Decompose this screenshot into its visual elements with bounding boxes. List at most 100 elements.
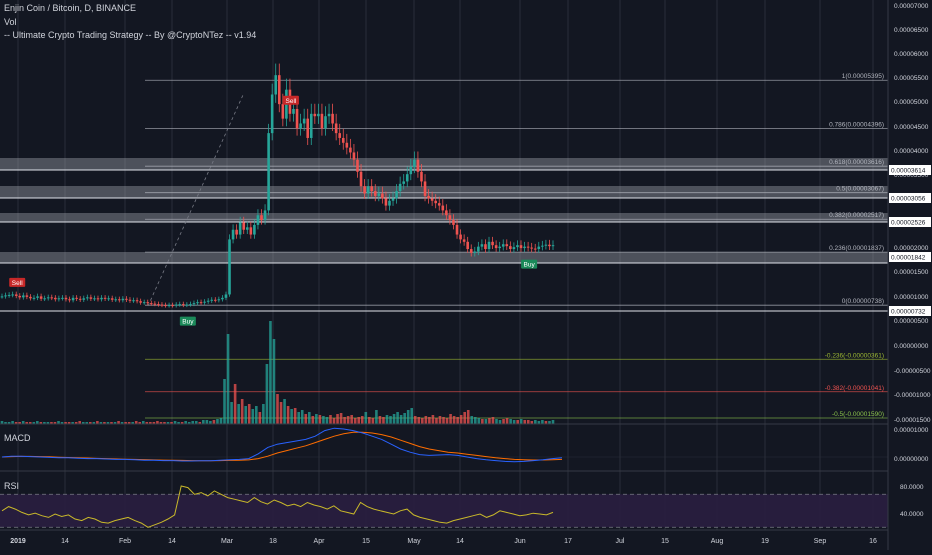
x-axis-tick: 18 [269, 538, 277, 545]
x-axis-tick: Mar [221, 538, 234, 545]
candle-body [181, 304, 185, 306]
candle-body [36, 296, 39, 298]
candle-body [14, 294, 18, 296]
signal-label: Buy [182, 319, 194, 326]
x-axis-tick: 15 [661, 538, 669, 545]
candle-body [349, 147, 352, 153]
volume-bar [4, 422, 7, 424]
volume-bar [353, 418, 357, 424]
fib-level-label: -0.236(-0.00000361) [825, 352, 884, 359]
candle-body [295, 108, 299, 129]
volume-bar [50, 422, 53, 424]
volume-bar [46, 422, 50, 424]
candle-body [519, 245, 523, 249]
fib-level-label: -0.382(-0.00001041) [825, 385, 884, 392]
candle-body [46, 297, 50, 299]
volume-bar [530, 421, 534, 424]
candle-body [103, 297, 107, 299]
candle-body [242, 222, 246, 230]
x-axis-tick: 17 [564, 538, 572, 545]
candle-body [231, 229, 235, 240]
volume-bar [459, 415, 463, 424]
volume-bar [371, 418, 375, 424]
candle-body [370, 186, 374, 192]
price-axis-tick: 0.00006000 [894, 51, 929, 58]
candle-body [256, 215, 260, 225]
price-badge-label: 0.00000732 [891, 309, 926, 316]
candle-body [530, 247, 533, 249]
volume-bar [368, 417, 371, 424]
fib-level-label: 0.382(0.00002517) [829, 212, 884, 219]
x-axis-tick: 19 [761, 538, 769, 545]
candle-body [413, 159, 416, 167]
volume-bar [438, 416, 442, 424]
candle-body [263, 210, 267, 221]
candle-body [498, 246, 501, 249]
volume-bar [332, 418, 336, 424]
volume-bar [156, 421, 159, 424]
price-axis-tick: 0.00006500 [894, 27, 929, 34]
trend-dashed-line [147, 94, 244, 307]
volume-bar [209, 421, 212, 424]
volume-bar [435, 418, 438, 424]
volume-bar [417, 417, 421, 424]
volume-bar [297, 412, 300, 424]
candle-body [541, 245, 544, 247]
fib-level-label: 0.236(0.00001837) [829, 245, 884, 252]
volume-bar [219, 418, 223, 424]
price-badge [889, 252, 931, 262]
candle-body [25, 295, 29, 297]
candle-body [434, 200, 437, 204]
volume-bar [81, 422, 85, 424]
candle-body [341, 137, 345, 143]
candle-body [43, 298, 46, 300]
volume-bar [396, 412, 399, 424]
volume-bar [18, 422, 21, 424]
candle-body [61, 297, 64, 299]
candle-body [477, 246, 480, 252]
volume-bar [216, 419, 219, 424]
candle-body [224, 294, 228, 298]
candle-body [89, 297, 93, 299]
candle-body [292, 108, 295, 114]
candle-body [494, 245, 498, 249]
candle-body [245, 227, 249, 230]
volume-bar [343, 417, 346, 424]
volume-bar [240, 399, 244, 424]
volume-bar [7, 422, 11, 424]
x-axis-tick: 16 [869, 538, 877, 545]
volume-bar [481, 419, 484, 424]
candle-body [167, 305, 171, 307]
volume-bar [230, 402, 233, 424]
volume-bar [159, 422, 163, 424]
candle-body [462, 239, 466, 242]
volume-bar [442, 417, 445, 424]
candle-body [4, 295, 7, 297]
candle-body [171, 305, 174, 307]
candle-body [135, 300, 139, 302]
x-axis-tick: Jun [514, 538, 525, 545]
candle-body [484, 244, 487, 250]
volume-bar [509, 419, 512, 424]
candle-body [18, 295, 22, 298]
candle-body [128, 299, 132, 301]
candle-body [93, 298, 96, 300]
candle-body [526, 246, 530, 248]
candle-body [487, 241, 491, 250]
candle-body [199, 302, 203, 304]
volume-bar [39, 422, 43, 424]
volume-bar [283, 399, 286, 424]
volume-bar [57, 421, 60, 424]
candle-body [459, 234, 462, 240]
volume-bar [212, 420, 216, 424]
candle-body [50, 297, 54, 299]
volume-bar [127, 422, 131, 424]
macd-axis-tick: 0.00001000 [894, 427, 929, 434]
price-axis-tick: -0.00000500 [894, 368, 931, 375]
x-axis-tick: Sep [814, 538, 827, 545]
volume-bar [350, 415, 353, 424]
volume-bar [141, 421, 145, 424]
candle-body [395, 191, 398, 199]
